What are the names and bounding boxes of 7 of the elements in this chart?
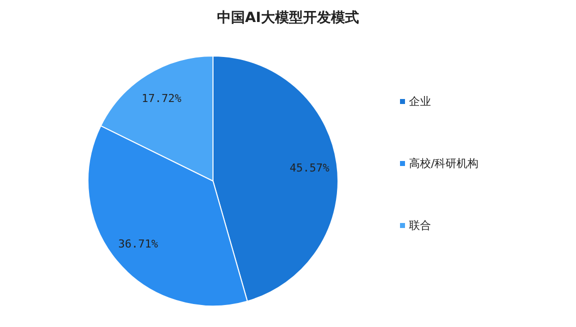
legend-label: 联合: [409, 219, 431, 232]
legend-label: 高校/科研机构: [409, 157, 479, 170]
chart-title: 中国AI大模型开发模式: [216, 10, 360, 26]
legend-label: 企业: [409, 95, 431, 108]
data-label: 17.72%: [142, 92, 182, 106]
data-label: 36.71%: [118, 238, 158, 250]
data-label: 45.57%: [290, 161, 330, 174]
